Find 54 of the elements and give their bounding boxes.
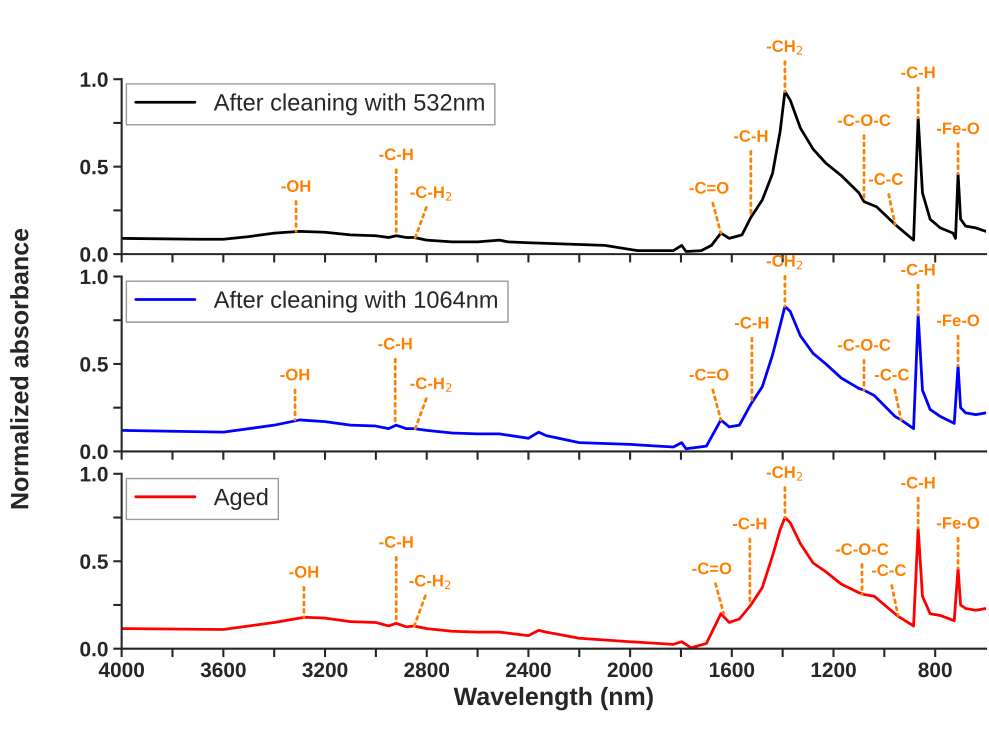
- annotation: -C-H: [379, 536, 413, 548]
- x-tick-label: 3600: [200, 662, 246, 678]
- annotation: -Fe-O: [936, 122, 980, 134]
- annotation: -C=O: [690, 368, 728, 381]
- annotation: -C-H$_{2}$: [409, 574, 450, 590]
- annotation: -C-H: [734, 130, 768, 142]
- annotation: -OH: [289, 566, 318, 578]
- annotation: -C-C: [872, 564, 906, 576]
- x-tick-label: 1600: [710, 662, 754, 678]
- annotation: -C-C: [874, 368, 909, 381]
- legend-label: After cleaning with 532nm: [214, 93, 484, 116]
- annotation: -C-H: [901, 264, 935, 276]
- annotation: -C-H$_{2}$: [410, 186, 452, 201]
- x-tick-label: 2000: [608, 662, 652, 678]
- annotation: -C-O-C: [836, 543, 888, 556]
- annotation: -OH: [281, 180, 310, 192]
- y-axis-title: Normalized absorbance: [10, 228, 28, 508]
- annotation: -CH$_{2}$: [766, 40, 802, 55]
- y-tick-label: 1.0: [80, 466, 108, 482]
- y-tick-label: 1.0: [80, 72, 108, 87]
- x-tick-label: 4000: [98, 662, 144, 678]
- x-tick-label: 800: [918, 662, 952, 678]
- x-tick-label: 1200: [812, 662, 856, 678]
- annotation: -C-H: [901, 66, 935, 78]
- legend-label: After cleaning with 1064nm: [214, 290, 497, 313]
- y-tick-label: 1.0: [80, 270, 108, 284]
- annotation: -C=O: [690, 182, 728, 194]
- annotation: -OH: [280, 368, 310, 381]
- y-tick-label: 0.0: [80, 444, 108, 460]
- annotation: -Fe-O: [936, 517, 980, 529]
- annotation: -C-H: [378, 338, 412, 350]
- x-tick-label: 3200: [302, 662, 348, 678]
- x-tick-label: 2400: [506, 662, 551, 678]
- line-series: [122, 90, 986, 253]
- annotation: -C-C: [868, 173, 903, 185]
- x-tick-label: 2800: [404, 662, 450, 678]
- annotation: -C-H: [901, 476, 935, 489]
- annotation: -C-H: [732, 518, 766, 530]
- y-tick-label: 0.0: [80, 247, 108, 262]
- annotation: -CH$_{2}$: [766, 255, 802, 270]
- y-tick-label: 0.5: [80, 554, 108, 570]
- annotation: -C-O-C: [838, 338, 890, 351]
- annotation: -C-H$_{2}$: [410, 377, 452, 392]
- legend-label: Aged: [214, 488, 268, 510]
- y-tick-label: 0.0: [80, 642, 108, 656]
- annotation: -C=O: [692, 562, 732, 574]
- annotation: -CH$_{2}$: [766, 466, 802, 481]
- y-tick-label: 0.5: [80, 160, 108, 174]
- annotation: -Fe-O: [936, 314, 980, 326]
- x-axis-title: Wavelength (nm): [454, 686, 653, 710]
- y-tick-label: 0.5: [80, 356, 108, 372]
- annotation: -C-H: [734, 316, 768, 329]
- annotation: -C-O-C: [838, 114, 890, 126]
- annotation: -C-H: [379, 148, 413, 160]
